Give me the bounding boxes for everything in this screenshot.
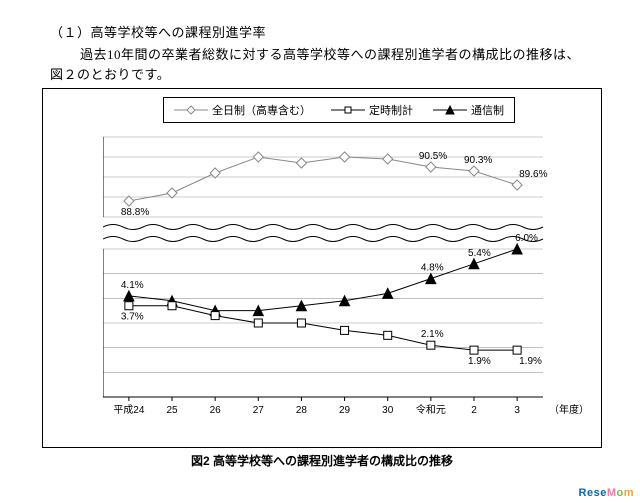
svg-text:90.3%: 90.3% [464, 155, 492, 166]
svg-text:28: 28 [296, 405, 308, 416]
legend-label: 定時制計 [369, 102, 413, 118]
figure-caption: 図2 高等学校等への課程別進学者の構成比の推移 [43, 452, 601, 469]
legend-label: 全日制（高専含む） [212, 102, 311, 118]
legend-label: 通信制 [471, 102, 504, 118]
svg-text:30: 30 [382, 405, 394, 416]
svg-text:2: 2 [471, 405, 477, 416]
svg-text:1.9%: 1.9% [468, 356, 491, 367]
svg-text:89.6%: 89.6% [519, 169, 547, 180]
chart-frame: 全日制（高専含む） 定時制計 通信制 88.0%89.0%90.0%91.0%92.… [42, 88, 602, 448]
svg-text:88.8%: 88.8% [121, 207, 149, 218]
intro-line-2: 図２のとおりです。 [50, 64, 170, 83]
logo-part-rese: Rese [579, 487, 607, 499]
svg-text:（年度）: （年度） [549, 403, 583, 416]
logo-part-m2: m [624, 487, 634, 499]
legend-marker-triangle [433, 104, 467, 116]
svg-text:90.5%: 90.5% [419, 151, 447, 162]
svg-text:4.1%: 4.1% [121, 280, 144, 291]
svg-text:29: 29 [339, 405, 351, 416]
section-heading: （１）高等学校等への課程別進学率 [50, 22, 266, 41]
legend: 全日制（高専含む） 定時制計 通信制 [163, 97, 515, 123]
svg-text:5.4%: 5.4% [468, 248, 491, 259]
legend-item: 全日制（高専含む） [174, 102, 311, 118]
logo-part-o: o [616, 487, 623, 499]
legend-item: 定時制計 [331, 102, 413, 118]
svg-text:3: 3 [514, 405, 520, 416]
intro-line-1: 過去10年間の卒業者総数に対する高等学校等への課程別進学者の構成比の推移は、 [80, 44, 580, 63]
legend-marker-square [331, 104, 365, 116]
page: （１）高等学校等への課程別進学率 過去10年間の卒業者総数に対する高等学校等への… [0, 0, 640, 503]
svg-text:2.1%: 2.1% [421, 329, 444, 340]
svg-text:3.7%: 3.7% [121, 312, 144, 323]
svg-text:令和元: 令和元 [416, 403, 446, 416]
chart-svg: 88.0%89.0%90.0%91.0%92.0%0.0%1.0%2.0%3.0… [103, 129, 583, 429]
legend-item: 通信制 [433, 102, 504, 118]
svg-text:4.8%: 4.8% [421, 263, 444, 274]
svg-text:26: 26 [210, 405, 222, 416]
svg-text:25: 25 [166, 405, 178, 416]
svg-text:27: 27 [253, 405, 265, 416]
svg-text:1.9%: 1.9% [519, 356, 542, 367]
svg-text:平成24: 平成24 [113, 404, 145, 416]
legend-marker-diamond [174, 104, 208, 116]
svg-text:6.0%: 6.0% [515, 233, 538, 244]
chart-area: 88.0%89.0%90.0%91.0%92.0%0.0%1.0%2.0%3.0… [103, 129, 583, 429]
resemom-logo: ReseMom [579, 487, 634, 499]
